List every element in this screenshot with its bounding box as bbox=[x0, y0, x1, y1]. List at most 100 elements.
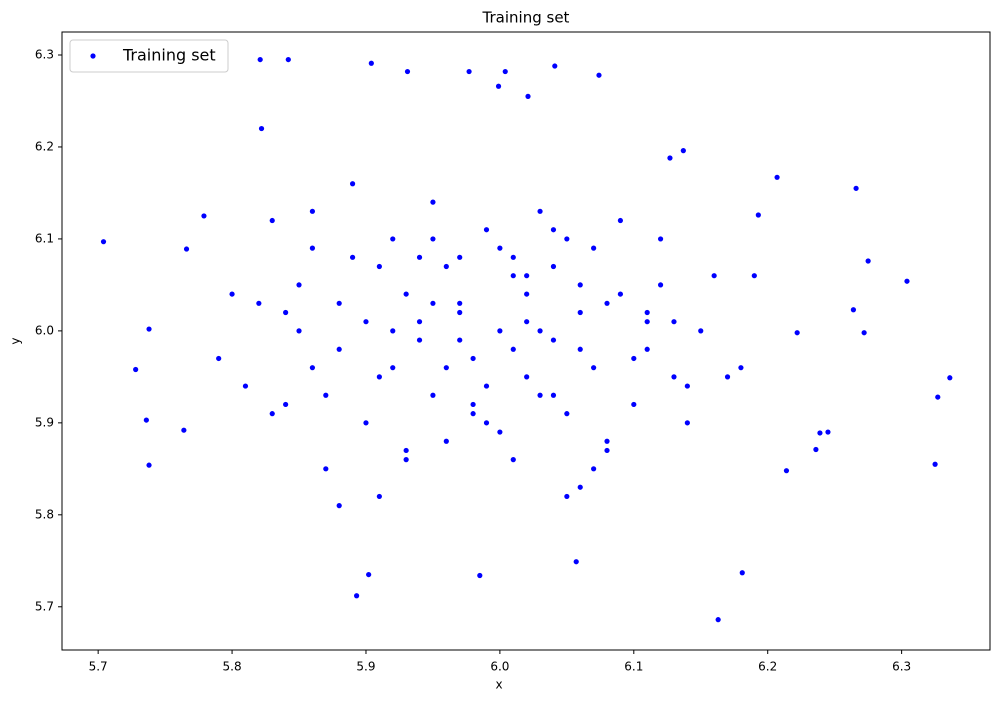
legend-box bbox=[69, 39, 229, 73]
point bbox=[146, 326, 152, 332]
point bbox=[285, 56, 291, 63]
point bbox=[323, 466, 329, 472]
point bbox=[510, 273, 516, 279]
point bbox=[680, 148, 686, 154]
point bbox=[524, 291, 530, 297]
point bbox=[497, 328, 503, 334]
point bbox=[257, 56, 263, 63]
point bbox=[604, 447, 610, 454]
point bbox=[783, 468, 790, 474]
point bbox=[181, 427, 187, 433]
y-axis-label: y bbox=[9, 337, 23, 344]
y-tick-label: 5.8 bbox=[35, 507, 54, 521]
point bbox=[309, 365, 316, 371]
point bbox=[577, 282, 583, 288]
point bbox=[443, 438, 449, 444]
point bbox=[368, 60, 374, 66]
point bbox=[617, 217, 624, 224]
x-axis-label: x bbox=[495, 678, 502, 692]
point bbox=[430, 199, 436, 205]
y-tick-label: 6.0 bbox=[35, 323, 54, 337]
point bbox=[591, 245, 597, 251]
point bbox=[477, 572, 483, 579]
y-tick-label: 6.1 bbox=[35, 231, 54, 245]
point bbox=[739, 570, 745, 576]
point bbox=[935, 394, 941, 400]
point bbox=[644, 319, 650, 325]
point bbox=[510, 254, 516, 260]
point bbox=[470, 355, 476, 362]
point bbox=[376, 493, 382, 500]
point bbox=[698, 328, 704, 334]
point bbox=[349, 254, 356, 260]
point bbox=[671, 374, 677, 380]
point bbox=[376, 374, 382, 380]
point bbox=[269, 411, 275, 417]
point bbox=[430, 300, 436, 306]
point bbox=[457, 337, 463, 343]
point bbox=[671, 319, 677, 325]
point bbox=[354, 593, 360, 599]
point bbox=[510, 457, 516, 463]
point bbox=[349, 181, 356, 187]
point bbox=[564, 236, 570, 242]
point bbox=[537, 208, 543, 214]
point bbox=[269, 217, 275, 224]
point bbox=[573, 559, 579, 565]
point bbox=[497, 245, 503, 251]
point bbox=[146, 462, 152, 468]
point bbox=[502, 68, 508, 75]
point bbox=[443, 365, 449, 371]
point bbox=[947, 375, 953, 381]
point bbox=[256, 300, 262, 306]
point bbox=[524, 374, 530, 380]
x-tick-label: 6.0 bbox=[490, 660, 509, 674]
point bbox=[564, 493, 570, 500]
point bbox=[296, 328, 302, 334]
point bbox=[390, 236, 396, 242]
point bbox=[363, 420, 369, 426]
point bbox=[724, 374, 731, 380]
x-tick-label: 6.2 bbox=[758, 660, 777, 674]
axes-frame bbox=[61, 31, 991, 651]
point bbox=[596, 72, 602, 78]
point bbox=[550, 337, 557, 343]
point bbox=[416, 319, 423, 325]
point bbox=[657, 236, 664, 242]
point bbox=[133, 366, 139, 373]
point bbox=[457, 254, 463, 260]
point bbox=[143, 417, 149, 423]
x-tick-label: 6.1 bbox=[624, 660, 643, 674]
point bbox=[258, 125, 265, 132]
point bbox=[711, 273, 717, 279]
x-tick-label: 5.7 bbox=[89, 660, 108, 674]
x-tick-label: 6.3 bbox=[892, 660, 911, 674]
point bbox=[904, 278, 910, 284]
point bbox=[932, 461, 938, 467]
point bbox=[617, 291, 624, 297]
point bbox=[336, 346, 342, 352]
point bbox=[390, 365, 396, 371]
point bbox=[242, 383, 249, 389]
point bbox=[684, 420, 690, 426]
point bbox=[183, 246, 190, 252]
point bbox=[577, 309, 583, 316]
point bbox=[283, 309, 289, 316]
point bbox=[550, 227, 557, 233]
legend: Training set bbox=[69, 39, 229, 73]
point bbox=[644, 309, 650, 316]
point bbox=[457, 309, 463, 316]
point bbox=[495, 83, 502, 89]
point bbox=[604, 438, 610, 444]
chart-title: Training set bbox=[482, 9, 570, 27]
point bbox=[537, 328, 543, 334]
point bbox=[774, 174, 780, 180]
point bbox=[416, 337, 423, 343]
point bbox=[644, 346, 650, 352]
y-tick-label: 5.7 bbox=[35, 599, 54, 613]
point bbox=[296, 282, 302, 288]
point bbox=[390, 328, 396, 334]
point bbox=[376, 263, 382, 270]
point bbox=[591, 365, 597, 371]
